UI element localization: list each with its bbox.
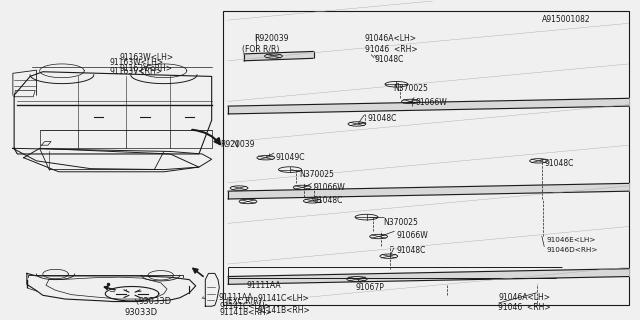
Text: N370025: N370025 [300,170,335,179]
Text: (EXC.R/R): (EXC.R/R) [226,297,262,306]
Text: 91046D<RH>: 91046D<RH> [546,247,598,253]
Polygon shape [244,52,314,61]
Text: 91163V<RH>: 91163V<RH> [119,64,172,73]
Text: 91048C: 91048C [374,55,404,64]
Polygon shape [228,98,629,114]
Text: 91163V<RH>: 91163V<RH> [109,67,163,76]
Text: 91141C<LH>: 91141C<LH> [220,301,271,310]
Text: A915001082: A915001082 [541,15,590,24]
Text: 91046E<LH>: 91046E<LH> [546,236,596,243]
Text: 91046A<LH>: 91046A<LH> [499,293,550,302]
Text: 93033D: 93033D [124,308,157,317]
Text: 91046  <RH>: 91046 <RH> [499,303,551,312]
Text: 91141C<LH>: 91141C<LH> [257,294,309,303]
Text: 91141B<RH>: 91141B<RH> [220,308,272,317]
Text: N370025: N370025 [394,84,428,93]
Bar [223,11,629,305]
Text: 91111AA: 91111AA [218,293,253,302]
Text: 91111AA: 91111AA [246,281,282,290]
Text: R920039: R920039 [254,34,289,43]
Text: 91163W<LH>: 91163W<LH> [119,53,173,62]
Text: 91046A<LH>: 91046A<LH> [365,34,417,43]
Text: (FOR R/R): (FOR R/R) [243,44,280,53]
Text: 93033D: 93033D [138,297,172,306]
Text: 91066W: 91066W [314,183,346,192]
Text: 91049C: 91049C [275,153,305,162]
Text: 91067P: 91067P [355,284,384,292]
Text: 91048C: 91048C [314,196,343,205]
Polygon shape [228,183,629,199]
Text: 91048C: 91048C [368,114,397,123]
Polygon shape [228,269,629,284]
Text: N370025: N370025 [384,218,419,227]
Text: 91066W: 91066W [396,231,428,240]
Text: 91048C: 91048C [396,246,426,255]
Text: 91163W<LH>: 91163W<LH> [109,58,164,67]
Text: 91066W: 91066W [415,98,447,107]
Text: 91141B<RH>: 91141B<RH> [257,306,310,315]
Text: R920039: R920039 [220,140,255,148]
Text: 91046  <RH>: 91046 <RH> [365,44,417,53]
Text: 91048C: 91048C [545,159,574,168]
